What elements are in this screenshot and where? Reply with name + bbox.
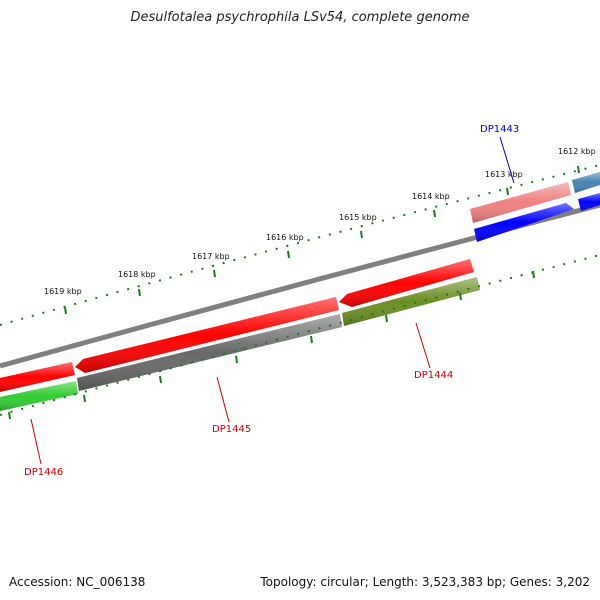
ruler-label-1616: 1616 kbp <box>266 233 304 242</box>
ruler-label-1619: 1619 kbp <box>44 287 82 296</box>
gene-label-dp1443[interactable]: DP1443 <box>480 124 519 135</box>
gene-label-dp1445[interactable]: DP1445 <box>212 424 251 435</box>
genome-summary-text: Topology: circular; Length: 3,523,383 bp… <box>260 575 590 589</box>
gene-reverse-blue-right[interactable] <box>578 193 600 211</box>
ruler-label-1617: 1617 kbp <box>192 252 230 261</box>
leader-dp1446 <box>30 418 42 465</box>
gene-dp1444-forward-red[interactable] <box>339 259 474 307</box>
ruler-label-1618: 1618 kbp <box>118 270 156 279</box>
gene-label-dp1446[interactable]: DP1446 <box>24 467 63 478</box>
gene-dp1446-reverse-green[interactable] <box>0 381 78 411</box>
gene-dp1442-forward-steel[interactable] <box>572 172 600 193</box>
gene-label-dp1444[interactable]: DP1444 <box>414 370 453 381</box>
accession-text: Accession: NC_006138 <box>9 575 146 589</box>
leader-dp1444 <box>415 322 431 369</box>
ruler-label-1615: 1615 kbp <box>339 213 377 222</box>
leader-dp1445 <box>216 376 230 423</box>
outer-ruler-major-ticks <box>64 165 580 315</box>
inner-ruler-major-ticks <box>8 270 535 420</box>
gene-dp1444-reverse-olive[interactable] <box>342 277 480 326</box>
gene-dp1446-forward-red[interactable] <box>0 362 75 392</box>
ruler-label-1612: 1612 kbp <box>558 147 596 156</box>
gene-dp1445-reverse-gray[interactable] <box>77 314 342 391</box>
map-title: Desulfotalea psychrophila LSv54, complet… <box>130 10 470 25</box>
gene-dp1443-forward-pink[interactable] <box>470 182 571 223</box>
leader-dp1443 <box>499 136 515 184</box>
ruler-label-1613: 1613 kbp <box>485 170 523 179</box>
outer-ruler-dots <box>0 164 600 326</box>
gene-dp1443-reverse-blue[interactable] <box>474 203 574 242</box>
gene-dp1445-forward-red[interactable] <box>75 297 339 373</box>
ruler-label-1614: 1614 kbp <box>412 192 450 201</box>
